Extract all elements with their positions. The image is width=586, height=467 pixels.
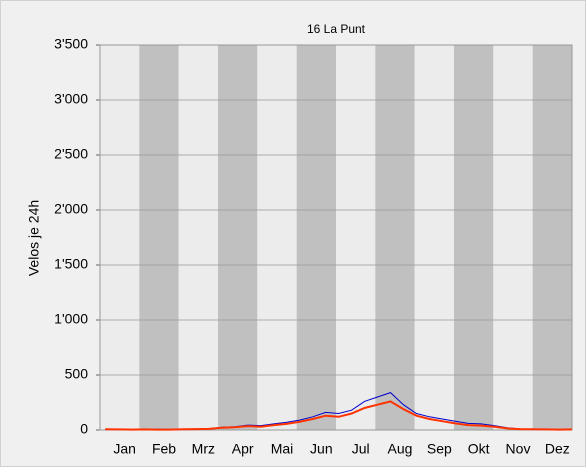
y-tick-label: 2'000 — [54, 201, 88, 217]
month-band — [257, 45, 297, 430]
x-tick-label: Apr — [232, 441, 254, 457]
month-band — [296, 45, 336, 430]
y-tick-label: 3'500 — [54, 36, 88, 52]
y-tick-label: 2'500 — [54, 146, 88, 162]
y-tick-label: 1'500 — [54, 256, 88, 272]
y-tick-label: 3'000 — [54, 91, 88, 107]
month-band — [375, 45, 415, 430]
x-tick-label: Jun — [310, 441, 333, 457]
x-tick-label: Nov — [506, 441, 531, 457]
series-line — [105, 400, 573, 431]
x-tick-label: Feb — [152, 441, 176, 457]
month-band — [336, 45, 376, 430]
x-tick-label: Mai — [271, 441, 294, 457]
month-band — [493, 45, 533, 430]
x-tick-label: Aug — [388, 441, 413, 457]
x-tick-label: Jan — [113, 441, 136, 457]
month-band — [414, 45, 454, 430]
month-band — [100, 45, 140, 430]
month-band — [454, 45, 494, 430]
month-band — [139, 45, 179, 430]
plot-frame — [99, 44, 573, 431]
y-tick-label: 500 — [65, 366, 89, 382]
x-tick-label: Mrz — [192, 441, 215, 457]
month-band — [218, 45, 258, 430]
x-tick-label: Jul — [352, 441, 370, 457]
y-axis-label: Velos je 24h — [26, 200, 42, 276]
y-tick-label: 0 — [80, 421, 88, 437]
x-tick-label: Sep — [427, 441, 452, 457]
month-band — [178, 45, 218, 430]
y-tick-label: 1'000 — [54, 311, 88, 327]
x-tick-label: Dez — [545, 441, 570, 457]
x-tick-label: Okt — [468, 441, 490, 457]
month-band — [532, 45, 572, 430]
chart-title: 16 La Punt — [307, 22, 366, 36]
